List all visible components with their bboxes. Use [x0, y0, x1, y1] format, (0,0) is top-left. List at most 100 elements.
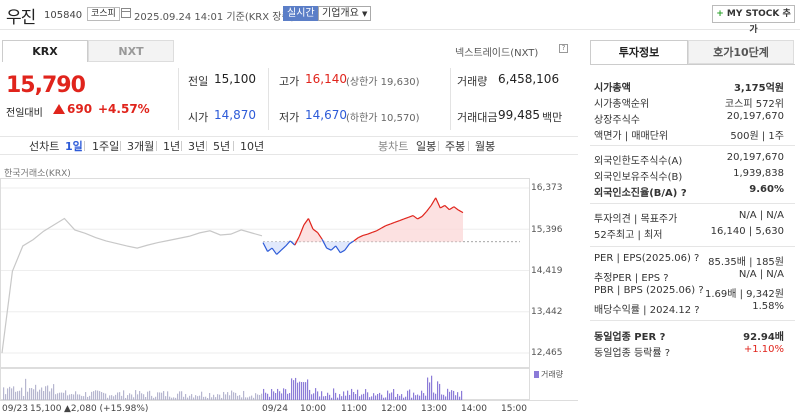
company-info-dropdown[interactable]: 기업개요 ▼: [318, 6, 372, 21]
volume-bar: [373, 393, 375, 400]
up-area: [263, 197, 463, 242]
x-tick-label: 11:00: [341, 404, 367, 414]
candle-monthly-button[interactable]: 월봉: [475, 140, 496, 153]
y-tick-label: 12,465: [531, 348, 563, 358]
volume-bar: [447, 388, 449, 400]
tab-nxt[interactable]: NXT: [88, 40, 174, 62]
tab-investment-info[interactable]: 투자정보: [590, 40, 688, 64]
volume-bar: [459, 396, 461, 400]
volume-bar: [331, 397, 333, 400]
price-segment: [449, 206, 455, 211]
volume-bar: [255, 393, 257, 400]
volume-bar: [259, 394, 261, 400]
price-segment: [385, 223, 391, 227]
period-5y-button[interactable]: 5년: [213, 140, 231, 153]
volume-bar: [31, 388, 33, 400]
volume-bar: [67, 395, 69, 400]
down-area: [263, 241, 463, 255]
period-1w-button[interactable]: 1주일: [92, 140, 120, 153]
amount-value: 99,485: [498, 108, 540, 122]
volume-bar: [249, 396, 251, 400]
volume-bar: [167, 391, 169, 400]
tab-order-book[interactable]: 호가10단계: [688, 40, 794, 64]
volume-bar: [265, 392, 267, 400]
volume-bar: [329, 394, 331, 400]
period-10y-button[interactable]: 10년: [240, 140, 265, 153]
tab-krx[interactable]: KRX: [2, 40, 88, 62]
info-key: 시가총액: [594, 83, 631, 94]
volume-chart: [0, 368, 530, 400]
volume-bar: [335, 392, 337, 400]
volume-bar: [369, 397, 371, 400]
open-label: 시가: [188, 111, 209, 124]
add-mystock-button[interactable]: + MY STOCK 추가: [712, 5, 795, 35]
plus-icon: +: [716, 9, 724, 19]
footer-change: ▲2,080 (+15.98%): [64, 404, 149, 414]
volume-bar: [313, 393, 315, 400]
volume-bar: [303, 382, 305, 400]
volume-bar: [327, 392, 329, 400]
x-tick-label: 15:00: [501, 404, 527, 414]
volume-bar: [133, 397, 135, 400]
info-key: PER | EPS(2025.06) ?: [594, 253, 700, 264]
info-row: 동일업종 등락률 ? +1.10%: [594, 344, 784, 359]
volume-bar: [397, 393, 399, 400]
volume-bar: [337, 397, 339, 400]
up-arrow-icon: [53, 104, 65, 114]
realtime-button[interactable]: 실시간: [283, 6, 319, 21]
period-1d-button[interactable]: 1일: [65, 140, 83, 153]
volume-bar: [245, 397, 247, 400]
volume-bar: [453, 390, 455, 400]
volume-bar: [161, 392, 163, 400]
info-value: 92.94배: [743, 332, 784, 343]
volume-bar: [9, 386, 11, 400]
volume-bar: [149, 390, 151, 400]
volume-bar: [443, 394, 445, 400]
volume-bar: [153, 397, 155, 400]
price-segment: [312, 228, 318, 233]
volume-bar: [431, 375, 433, 400]
volume-bar: [301, 382, 303, 400]
volume-bar: [5, 394, 7, 400]
info-value: 9.60%: [749, 184, 784, 195]
info-row: 상장주식수 20,197,670: [594, 111, 784, 126]
nxt-link[interactable]: 넥스트레이드(NXT): [455, 48, 539, 59]
price-segment: [330, 245, 337, 251]
volume-bar: [89, 395, 91, 400]
line-chart-label: 선차트: [29, 140, 60, 153]
investment-info-panel: [590, 64, 795, 364]
volume-bar: [321, 391, 323, 400]
volume-bar: [363, 393, 365, 400]
info-key: 외국인보유주식수(B): [594, 172, 683, 183]
volume-bar: [349, 394, 351, 400]
candle-weekly-button[interactable]: 주봉: [445, 140, 466, 153]
info-key: 투자의견 | 목표주가: [594, 214, 678, 225]
price-segment: [417, 215, 423, 220]
period-1y-button[interactable]: 1년: [163, 140, 181, 153]
volume-bar: [175, 397, 177, 400]
volume-label: 거래량: [457, 75, 488, 88]
panel-divider: [590, 320, 795, 321]
current-price: 15,790: [6, 73, 86, 98]
volume-bar: [107, 397, 109, 400]
volume-bar: [53, 384, 55, 400]
price-segment: [453, 206, 459, 211]
volume-bar: [419, 395, 421, 400]
info-value: 85.35배 | 185원: [708, 257, 784, 268]
volume-bar: [151, 395, 153, 400]
candle-daily-button[interactable]: 일봉: [416, 140, 437, 153]
help-icon[interactable]: ?: [559, 44, 568, 53]
volume-bar: [333, 388, 335, 400]
volume-bar: [427, 377, 429, 400]
volume-bar: [365, 389, 367, 400]
info-value: 20,197,670: [726, 111, 784, 122]
stock-header: [0, 0, 800, 30]
volume-bar: [73, 394, 75, 400]
amount-label: 거래대금: [457, 111, 498, 124]
period-3m-button[interactable]: 3개월: [127, 140, 155, 153]
price-segment: [367, 231, 373, 235]
price-segment: [439, 204, 446, 209]
info-key: 외국인소진율(B/A) ?: [594, 188, 687, 199]
volume-bar: [343, 391, 345, 400]
period-3y-button[interactable]: 3년: [188, 140, 206, 153]
